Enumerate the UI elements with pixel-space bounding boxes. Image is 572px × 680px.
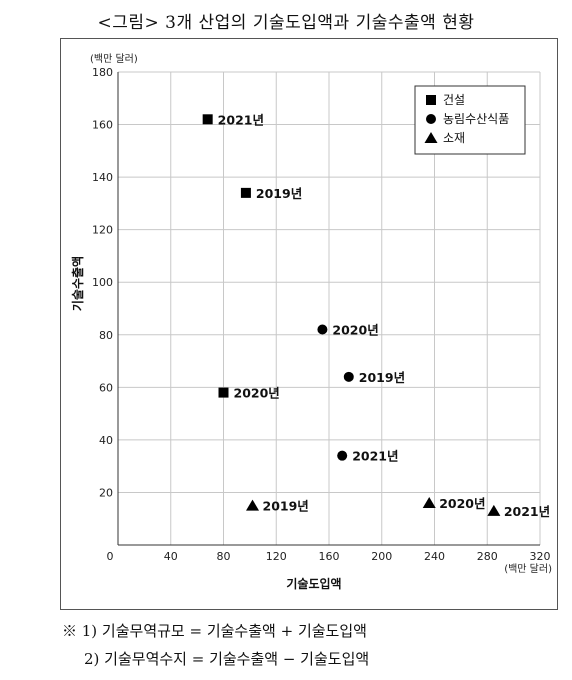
footnote-1: ※ 1) 기술무역규모 = 기술수출액 + 기술도입액 xyxy=(62,622,367,640)
legend-label: 건설 xyxy=(443,93,465,107)
data-point-label: 2020년 xyxy=(234,386,280,401)
legend-circle-icon xyxy=(426,114,436,124)
y-tick-label: 140 xyxy=(92,171,113,184)
circle-data-point xyxy=(317,324,328,335)
legend-triangle-icon xyxy=(424,132,438,143)
square-data-point xyxy=(218,387,229,398)
x-tick-label: 200 xyxy=(371,550,392,563)
circle-data-point xyxy=(337,450,348,461)
footnote-2: 2) 기술무역수지 = 기술수출액 − 기술도입액 xyxy=(84,650,370,668)
legend-label: 소재 xyxy=(443,131,465,145)
x-tick-label: 160 xyxy=(319,550,340,563)
y-tick-label: 160 xyxy=(92,119,113,132)
y-tick-label: 80 xyxy=(99,329,113,342)
y-tick-label: 60 xyxy=(99,381,113,394)
circle-data-point xyxy=(343,371,354,382)
data-point-label: 2021년 xyxy=(352,449,398,464)
legend-square-icon xyxy=(426,95,436,105)
data-point-label: 2021년 xyxy=(504,504,550,519)
y-tick-label: 20 xyxy=(99,486,113,499)
x-axis-title: 기술도입액 xyxy=(286,576,341,591)
data-point-label: 2019년 xyxy=(256,186,302,201)
data-point-label: 2020년 xyxy=(439,496,485,511)
y-tick-label: 100 xyxy=(92,276,113,289)
square-data-point xyxy=(240,187,251,198)
x-tick-label: 240 xyxy=(424,550,445,563)
x-tick-label: 40 xyxy=(164,550,178,563)
triangle-data-point xyxy=(422,496,436,508)
triangle-data-point xyxy=(246,499,260,511)
chart-title: <그림> 3개 산업의 기술도입액과 기술수출액 현황 xyxy=(97,13,475,33)
triangle-data-point xyxy=(487,504,501,516)
x-tick-label: 320 xyxy=(530,550,551,563)
x-tick-label: 120 xyxy=(266,550,287,563)
data-point-label: 2019년 xyxy=(263,499,309,514)
x-tick-label: 0 xyxy=(107,550,114,563)
y-tick-label: 120 xyxy=(92,224,113,237)
y-axis-title: 기술수출액 xyxy=(70,256,85,311)
chart-frame xyxy=(60,38,558,610)
legend-label: 농림수산식품 xyxy=(443,112,509,126)
square-data-point xyxy=(202,114,213,125)
data-point-label: 2020년 xyxy=(332,323,378,338)
y-tick-label: 180 xyxy=(92,66,113,79)
x-tick-label: 80 xyxy=(217,550,231,563)
y-unit-label: (백만 달러) xyxy=(90,53,138,65)
y-tick-label: 40 xyxy=(99,434,113,447)
data-point-label: 2021년 xyxy=(218,112,264,127)
x-tick-label: 280 xyxy=(477,550,498,563)
data-point-label: 2019년 xyxy=(359,370,405,385)
x-unit-label: (백만 달러) xyxy=(504,563,552,575)
